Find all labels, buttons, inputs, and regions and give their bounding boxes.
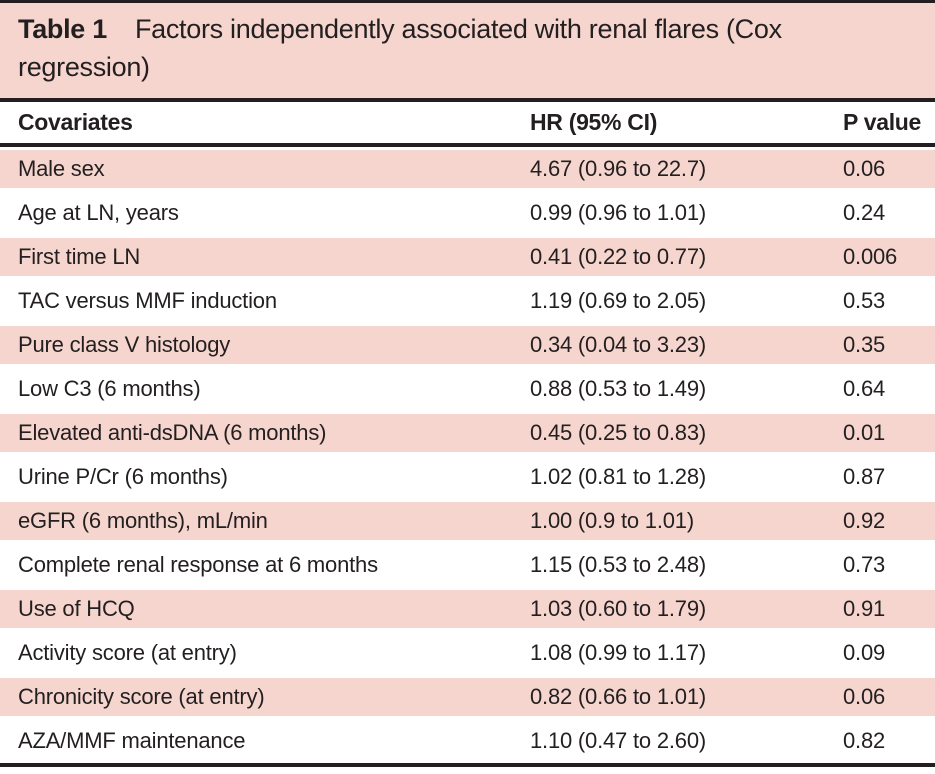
hr-ci-cell: 1.15 (0.53 to 2.48): [530, 552, 706, 577]
hr-ci-cell: 4.67 (0.96 to 22.7): [530, 156, 706, 181]
p-value-cell: 0.35: [843, 332, 886, 357]
covariate-cell: Elevated anti-dsDNA (6 months): [18, 420, 327, 445]
covariate-cell: Use of HCQ: [18, 596, 135, 621]
column-header-hr-ci: HR (95% CI): [530, 109, 658, 135]
table-row: Complete renal response at 6 months 1.15 …: [0, 543, 935, 587]
hr-ci-cell: 0.82 (0.66 to 1.01): [530, 684, 706, 709]
table-row: Age at LN, years 0.99 (0.96 to 1.01) 0.24: [0, 191, 935, 235]
covariate-cell: Pure class V histology: [18, 332, 231, 357]
p-value-cell: 0.87: [843, 464, 886, 489]
p-value-cell: 0.24: [843, 200, 886, 225]
covariate-cell: Chronicity score (at entry): [18, 684, 265, 709]
p-value-cell: 0.64: [843, 376, 886, 401]
hr-ci-cell: 0.99 (0.96 to 1.01): [530, 200, 706, 225]
column-header-p-value: P value: [843, 109, 922, 135]
table-row: AZA/MMF maintenance 1.10 (0.47 to 2.60) 0.…: [0, 719, 935, 763]
covariate-cell: First time LN: [18, 244, 141, 269]
p-value-cell: 0.006: [843, 244, 898, 269]
caption-divider-rule: [0, 98, 935, 102]
table-title: Factors independently associated with re…: [18, 14, 782, 82]
covariate-cell: eGFR (6 months), mL/min: [18, 508, 268, 533]
table-row: Low C3 (6 months) 0.88 (0.53 to 1.49) 0.64: [0, 367, 935, 411]
hr-ci-cell: 0.88 (0.53 to 1.49): [530, 376, 706, 401]
covariate-cell: Activity score (at entry): [18, 640, 237, 665]
table-row: First time LN 0.41 (0.22 to 0.77) 0.006: [0, 235, 935, 279]
hr-ci-cell: 0.41 (0.22 to 0.77): [530, 244, 706, 269]
covariate-cell: Low C3 (6 months): [18, 376, 201, 401]
column-header-covariates: Covariates: [18, 109, 133, 135]
hr-ci-cell: 1.19 (0.69 to 2.05): [530, 288, 706, 313]
table-body: Male sex 4.67 (0.96 to 22.7) 0.06 Age at LN…: [0, 147, 935, 763]
p-value-cell: 0.82: [843, 728, 886, 753]
table-label: Table 1: [18, 14, 107, 44]
covariate-cell: Age at LN, years: [18, 200, 179, 225]
p-value-cell: 0.92: [843, 508, 886, 533]
table-row: Male sex 4.67 (0.96 to 22.7) 0.06: [0, 147, 935, 191]
hr-ci-cell: 1.03 (0.60 to 1.79): [530, 596, 706, 621]
hr-ci-cell: 1.00 (0.9 to 1.01): [530, 508, 694, 533]
p-value-cell: 0.01: [843, 420, 886, 445]
header-divider-rule: [0, 143, 935, 147]
hr-ci-cell: 0.45 (0.25 to 0.83): [530, 420, 706, 445]
header-row: Covariates HR (95% CI) P value: [0, 102, 935, 143]
p-value-cell: 0.06: [843, 156, 886, 181]
table-row: Elevated anti-dsDNA (6 months) 0.45 (0.25…: [0, 411, 935, 455]
covariate-cell: Complete renal response at 6 months: [18, 552, 378, 577]
covariate-cell: TAC versus MMF induction: [18, 288, 277, 313]
top-rule: [0, 0, 935, 3]
p-value-cell: 0.09: [843, 640, 886, 665]
p-value-cell: 0.06: [843, 684, 886, 709]
table-row: Use of HCQ 1.03 (0.60 to 1.79) 0.91: [0, 587, 935, 631]
bottom-rule: [0, 763, 935, 767]
table-row: Urine P/Cr (6 months) 1.02 (0.81 to 1.28)…: [0, 455, 935, 499]
p-value-cell: 0.53: [843, 288, 886, 313]
hr-ci-cell: 1.08 (0.99 to 1.17): [530, 640, 706, 665]
table-row: Pure class V histology 0.34 (0.04 to 3.23…: [0, 323, 935, 367]
table-row: eGFR (6 months), mL/min 1.00 (0.9 to 1.01…: [0, 499, 935, 543]
p-value-cell: 0.73: [843, 552, 886, 577]
table-row: Chronicity score (at entry) 0.82 (0.66 to…: [0, 675, 935, 719]
covariate-cell: Urine P/Cr (6 months): [18, 464, 228, 489]
hr-ci-cell: 0.34 (0.04 to 3.23): [530, 332, 706, 357]
table-row: TAC versus MMF induction 1.19 (0.69 to 2.…: [0, 279, 935, 323]
hr-ci-cell: 1.02 (0.81 to 1.28): [530, 464, 706, 489]
hr-ci-cell: 1.10 (0.47 to 2.60): [530, 728, 706, 753]
table-row: Activity score (at entry) 1.08 (0.99 to 1…: [0, 631, 935, 675]
covariate-cell: Male sex: [18, 156, 105, 181]
table-caption: Table 1 Factors independently associated …: [0, 3, 935, 98]
covariate-cell: AZA/MMF maintenance: [18, 728, 246, 753]
p-value-cell: 0.91: [843, 596, 886, 621]
